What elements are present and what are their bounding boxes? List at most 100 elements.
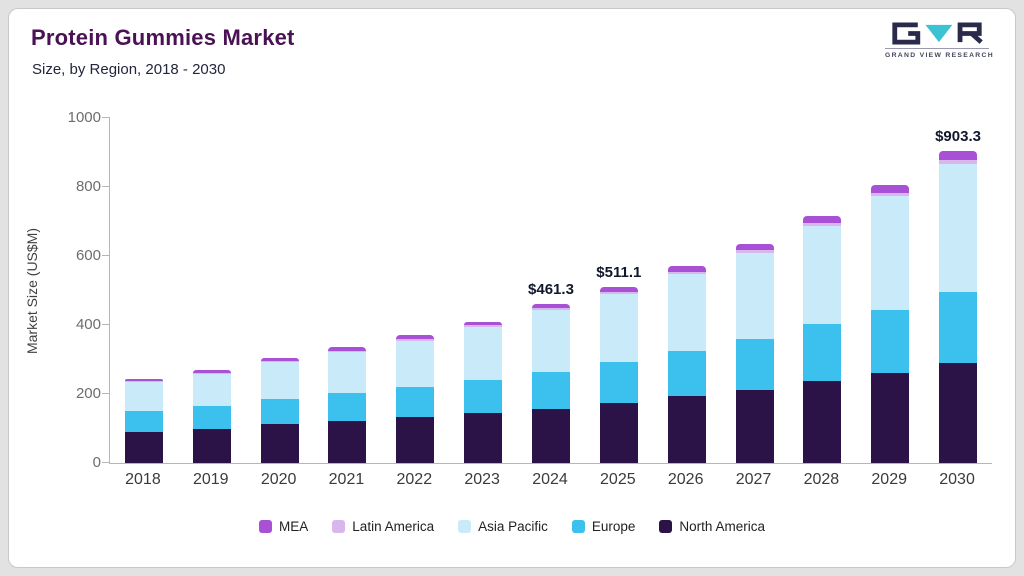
bar-segment-asia-pacific bbox=[599, 293, 638, 363]
bar-segment-asia-pacific bbox=[939, 163, 978, 293]
y-axis-tick-mark bbox=[102, 393, 110, 394]
bar-column bbox=[178, 118, 246, 463]
y-axis-title: Market Size (US$M) bbox=[24, 227, 40, 354]
bar-segment-europe bbox=[396, 387, 435, 418]
legend-item: Asia Pacific bbox=[458, 519, 548, 534]
stacked-bar bbox=[464, 321, 503, 463]
stacked-bar bbox=[667, 266, 706, 463]
grand-view-research-logo: GRAND VIEW RESEARCH bbox=[885, 21, 993, 59]
x-axis-label: 2030 bbox=[939, 471, 975, 488]
x-axis: 2018 2019 2020 2021 2022 2023 2024 2025 2026 2027… bbox=[109, 471, 991, 489]
bar-column: $903.3 bbox=[924, 118, 992, 463]
y-axis-tick-label: 800 bbox=[75, 178, 101, 195]
bar-segment-latin-america bbox=[803, 222, 842, 226]
bar-column bbox=[449, 118, 517, 463]
value-label: $903.3 bbox=[935, 128, 981, 146]
bar-segment-europe bbox=[939, 292, 978, 363]
y-axis: 0 200 400 600 800 1000 bbox=[51, 110, 101, 471]
stacked-bar bbox=[735, 243, 774, 463]
bar-segment-mea bbox=[124, 378, 163, 382]
bar-segment-europe bbox=[464, 379, 503, 413]
bar-segment-mea bbox=[803, 216, 842, 223]
bar-column: $461.3 bbox=[517, 118, 585, 463]
bar-segment-latin-america bbox=[124, 381, 163, 383]
legend-label: Latin America bbox=[352, 519, 435, 534]
bar-segment-europe bbox=[328, 393, 367, 421]
bar-segment-latin-america bbox=[260, 360, 299, 363]
value-label: $511.1 bbox=[596, 263, 642, 281]
bar-segment-north-america bbox=[328, 420, 367, 463]
x-axis-label: 2026 bbox=[667, 471, 704, 488]
legend-item: Latin America bbox=[332, 519, 434, 534]
bar-segment-north-america bbox=[871, 373, 910, 463]
bar-segment-mea bbox=[328, 347, 367, 351]
legend-swatch bbox=[458, 520, 472, 533]
legend-swatch bbox=[332, 520, 346, 533]
chart-card: Protein Gummies Market Size, by Region, … bbox=[8, 8, 1016, 568]
bar-segment-north-america bbox=[735, 389, 774, 463]
legend-label: Europe bbox=[591, 519, 636, 534]
x-axis-label: 2019 bbox=[192, 471, 229, 488]
bar-column bbox=[788, 118, 856, 463]
bar-segment-mea bbox=[599, 286, 638, 292]
legend-label: MEA bbox=[279, 519, 309, 534]
y-axis-tick-mark bbox=[102, 255, 110, 256]
logo-text: GRAND VIEW RESEARCH bbox=[885, 48, 993, 59]
page-subtitle: Size, by Region, 2018 - 2030 bbox=[32, 61, 226, 78]
stacked-bar bbox=[803, 216, 842, 463]
bar-segment-asia-pacific bbox=[396, 340, 435, 388]
bar-segment-asia-pacific bbox=[464, 327, 503, 380]
x-axis-label: 2020 bbox=[260, 471, 297, 488]
legend-swatch bbox=[659, 520, 673, 533]
x-axis-label: 2023 bbox=[464, 471, 500, 488]
y-axis-tick-mark bbox=[102, 186, 110, 187]
bar-segment-latin-america bbox=[667, 271, 706, 275]
bar-segment-latin-america bbox=[599, 291, 638, 294]
stacked-bar bbox=[599, 286, 638, 463]
bar-column bbox=[110, 118, 178, 463]
stacked-bar bbox=[939, 151, 978, 463]
bar-segment-north-america bbox=[939, 362, 978, 463]
y-axis-tick-label: 1000 bbox=[67, 109, 101, 126]
y-axis-tick-mark bbox=[102, 117, 110, 118]
bar-segment-latin-america bbox=[464, 325, 503, 328]
bar-segment-europe bbox=[124, 411, 163, 432]
bar-segment-latin-america bbox=[396, 339, 435, 341]
bar-segment-asia-pacific bbox=[803, 226, 842, 325]
stacked-bar bbox=[531, 303, 570, 463]
bar-segment-mea bbox=[464, 321, 503, 326]
x-axis-label: 2028 bbox=[803, 471, 840, 488]
bar-segment-europe bbox=[531, 372, 570, 409]
stacked-bar bbox=[124, 378, 163, 463]
page-title: Protein Gummies Market bbox=[31, 25, 295, 50]
bar-segment-latin-america bbox=[939, 159, 978, 164]
bar-segment-europe bbox=[803, 324, 842, 381]
legend-label: North America bbox=[679, 519, 765, 534]
bar-segment-north-america bbox=[667, 395, 706, 463]
plot-area: $461.3 $511.1 $903.3 bbox=[102, 117, 992, 464]
bar-segment-latin-america bbox=[531, 308, 570, 311]
bar-segment-asia-pacific bbox=[328, 352, 367, 394]
bar-segment-mea bbox=[871, 185, 910, 193]
bar-segment-north-america bbox=[531, 408, 570, 463]
legend: MEA Latin America Asia Pacific Europe North … bbox=[9, 519, 1015, 534]
bar-column: $511.1 bbox=[585, 118, 653, 463]
bar-segment-asia-pacific bbox=[871, 196, 910, 310]
bar-segment-latin-america bbox=[871, 192, 910, 197]
bar-segment-asia-pacific bbox=[192, 373, 231, 406]
bar-segment-mea bbox=[396, 335, 435, 340]
bar-column bbox=[381, 118, 449, 463]
y-axis-tick-mark bbox=[102, 324, 110, 325]
bar-segment-asia-pacific bbox=[260, 362, 299, 400]
x-axis-label: 2018 bbox=[125, 471, 161, 488]
stacked-bar bbox=[328, 347, 367, 463]
bar-segment-mea bbox=[939, 151, 978, 160]
bar-segment-mea bbox=[192, 369, 231, 373]
bar-segment-latin-america bbox=[328, 350, 367, 353]
bar-segment-north-america bbox=[192, 428, 231, 463]
stacked-bar bbox=[396, 335, 435, 463]
y-axis-tick-label: 600 bbox=[75, 247, 101, 264]
x-axis-label: 2024 bbox=[532, 471, 568, 488]
bar-column bbox=[721, 118, 789, 463]
bar-column bbox=[314, 118, 382, 463]
